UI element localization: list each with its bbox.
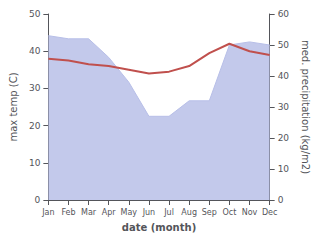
svg-text:May: May xyxy=(121,208,138,217)
svg-text:50: 50 xyxy=(278,40,290,50)
svg-text:60: 60 xyxy=(278,9,290,19)
svg-text:Jun: Jun xyxy=(142,208,156,217)
svg-text:30: 30 xyxy=(29,83,41,93)
svg-text:40: 40 xyxy=(29,46,41,56)
svg-text:Dec: Dec xyxy=(262,208,277,217)
svg-text:Oct: Oct xyxy=(222,208,236,217)
svg-text:Jan: Jan xyxy=(41,208,54,217)
svg-text:20: 20 xyxy=(278,133,290,143)
svg-text:0: 0 xyxy=(35,195,41,205)
svg-text:0: 0 xyxy=(278,195,284,205)
svg-text:40: 40 xyxy=(278,71,290,81)
svg-text:10: 10 xyxy=(29,158,41,168)
svg-text:50: 50 xyxy=(29,9,41,19)
svg-text:Mar: Mar xyxy=(81,208,97,217)
svg-text:med. precipitation (kg/m2): med. precipitation (kg/m2) xyxy=(300,40,311,174)
svg-text:10: 10 xyxy=(278,164,290,174)
svg-text:max temp (C): max temp (C) xyxy=(8,72,19,141)
svg-text:date (month): date (month) xyxy=(122,222,196,233)
svg-text:Sep: Sep xyxy=(202,208,217,217)
svg-text:Nov: Nov xyxy=(242,208,258,217)
svg-text:20: 20 xyxy=(29,121,41,131)
svg-text:Apr: Apr xyxy=(102,208,117,217)
svg-text:30: 30 xyxy=(278,102,290,112)
svg-text:Feb: Feb xyxy=(61,208,75,217)
svg-text:Jul: Jul xyxy=(163,208,174,217)
svg-text:Aug: Aug xyxy=(181,208,197,217)
